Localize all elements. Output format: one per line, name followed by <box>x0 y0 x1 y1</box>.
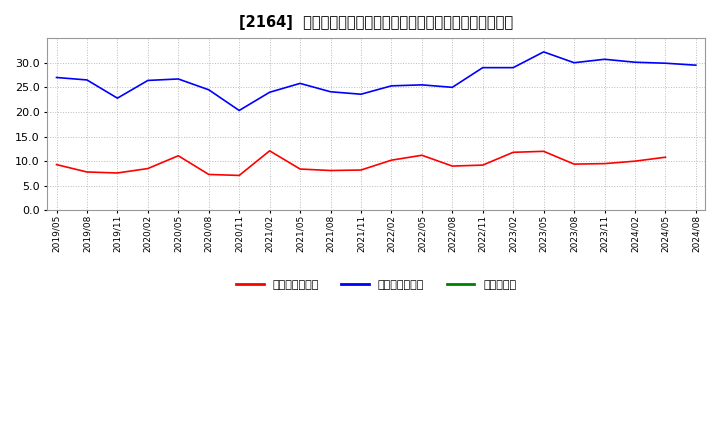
Legend: 売上債権回転率, 買入債務回転率, 在庫回転率: 売上債権回転率, 買入債務回転率, 在庫回転率 <box>232 275 521 294</box>
Title: [2164]  売上債権回転率、買入債務回転率、在庫回転率の推移: [2164] 売上債権回転率、買入債務回転率、在庫回転率の推移 <box>239 15 513 30</box>
